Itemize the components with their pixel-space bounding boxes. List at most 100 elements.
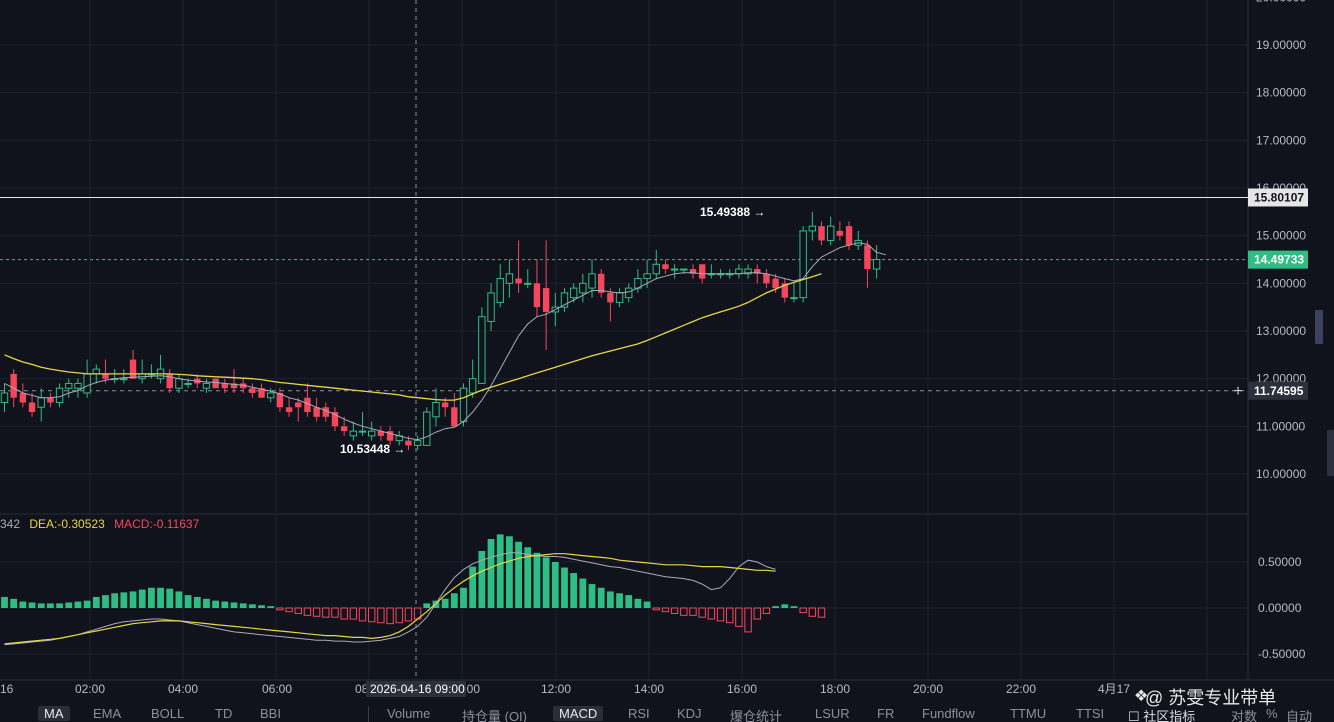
candle-body bbox=[175, 378, 183, 389]
macd-histogram-bar bbox=[716, 607, 725, 622]
level-price-tag-bg bbox=[1248, 188, 1308, 207]
watermark: @ 苏雯专业带单 bbox=[1135, 688, 1277, 708]
macd-histogram-bar bbox=[781, 604, 789, 608]
macd-dif-line bbox=[4, 552, 776, 646]
macd-histogram-bar bbox=[157, 587, 164, 608]
macd-histogram-bar bbox=[19, 601, 27, 608]
macd-axis-tick: -0.50000 bbox=[1258, 647, 1306, 661]
auto-scale-toggle[interactable]: 自动 bbox=[1286, 709, 1313, 722]
percent-scale-toggle[interactable]: % bbox=[1266, 706, 1278, 721]
candle-body bbox=[662, 264, 669, 270]
tab-rsi[interactable]: RSI bbox=[628, 706, 650, 721]
candle-body bbox=[47, 397, 54, 403]
macd-histogram-bar bbox=[129, 591, 137, 608]
candle-body bbox=[313, 407, 320, 417]
tab-td[interactable]: TD bbox=[215, 706, 233, 721]
macd-histogram-bar bbox=[56, 603, 63, 608]
candle-body bbox=[652, 263, 660, 275]
candle-body bbox=[28, 402, 36, 413]
candle-body bbox=[505, 273, 514, 284]
macd-histogram-bar bbox=[496, 534, 504, 608]
tab-kdj[interactable]: KDJ bbox=[677, 706, 702, 721]
macd-histogram-bar bbox=[588, 584, 596, 608]
price-axis-tick: 20.00000 bbox=[1256, 0, 1306, 4]
tab-fundflow[interactable]: Fundflow bbox=[922, 706, 975, 721]
candle-body bbox=[845, 226, 853, 246]
candle-body bbox=[368, 430, 376, 437]
price-axis-tick: 19.00000 bbox=[1256, 38, 1306, 52]
tab-ttmu[interactable]: TTMU bbox=[1010, 706, 1047, 721]
crosshair-price-tag: 11.74595 bbox=[1254, 384, 1304, 398]
macd-histogram-bar bbox=[689, 607, 697, 616]
macd-histogram-bar bbox=[166, 588, 174, 608]
scroll-handle[interactable] bbox=[1327, 430, 1334, 476]
tab-liquidation[interactable]: 爆仓统计 bbox=[730, 709, 783, 722]
candle-body bbox=[670, 268, 679, 271]
macd-histogram-bar bbox=[506, 536, 513, 608]
macd-histogram-bar bbox=[515, 541, 522, 608]
candle-body bbox=[120, 378, 128, 381]
candle-body bbox=[763, 273, 770, 284]
price-axis-tick: 18.00000 bbox=[1256, 86, 1306, 100]
macd-histogram-bar bbox=[597, 587, 605, 608]
macd-histogram-bar bbox=[322, 607, 330, 618]
candle-body bbox=[74, 382, 82, 389]
candle-body bbox=[487, 292, 495, 322]
plus-icon[interactable]: + bbox=[1233, 383, 1243, 400]
candle-body bbox=[304, 397, 311, 413]
candle-body bbox=[102, 373, 109, 379]
ma-fast-line bbox=[4, 242, 886, 441]
tab-macd[interactable]: MACD bbox=[553, 706, 604, 721]
tab-ma[interactable]: MA bbox=[38, 706, 70, 721]
macd-histogram-bar bbox=[606, 591, 614, 608]
macd-histogram-bar bbox=[184, 595, 192, 608]
panel-collapse-handle[interactable] bbox=[1315, 310, 1323, 344]
candle-body bbox=[588, 273, 596, 289]
tab-ema[interactable]: EMA bbox=[93, 706, 122, 721]
macd-dea-value: DEA:-0.30523 bbox=[29, 517, 105, 531]
tab-volume[interactable]: Volume bbox=[387, 706, 431, 721]
macd-histogram-bar bbox=[487, 539, 495, 608]
macd-dif-value: 342 bbox=[0, 517, 21, 531]
macd-histogram-bar bbox=[111, 593, 119, 608]
indicator-tab-bar: MA EMA BOLL TD BBI Volume 持仓量 (OI) MACD … bbox=[0, 704, 1334, 722]
watermark-text: 苏雯专业带单 bbox=[1168, 688, 1277, 708]
macd-histogram-bar bbox=[680, 607, 688, 616]
macd-histogram-bar bbox=[652, 607, 660, 611]
low-price-marker: 10.53448 → bbox=[340, 442, 405, 456]
macd-histogram-bar bbox=[221, 601, 229, 608]
macd-histogram-bar bbox=[65, 602, 73, 608]
macd-histogram-bar bbox=[790, 606, 798, 608]
macd-histogram-bar bbox=[258, 605, 265, 608]
candle-body bbox=[598, 273, 605, 293]
candle-body bbox=[808, 225, 817, 232]
candle-body bbox=[836, 230, 844, 236]
community-indicators-button[interactable]: ☐ 社区指标 bbox=[1128, 709, 1196, 722]
crosshair-price-tag-bg bbox=[1248, 381, 1308, 400]
candle-body bbox=[423, 411, 431, 446]
time-axis-tick: 16 bbox=[0, 682, 14, 696]
candle-body bbox=[230, 383, 238, 389]
macd-histogram-bar bbox=[276, 607, 284, 611]
candle-body bbox=[331, 412, 339, 427]
tab-ttsi[interactable]: TTSI bbox=[1076, 706, 1105, 721]
macd-dea-line bbox=[4, 553, 776, 645]
candle-body bbox=[221, 383, 229, 389]
candle-body bbox=[10, 373, 17, 398]
log-scale-toggle[interactable]: 对数 bbox=[1231, 709, 1258, 722]
candle-body bbox=[754, 269, 761, 274]
tab-open-interest[interactable]: 持仓量 (OI) bbox=[462, 709, 527, 722]
tab-lsur[interactable]: LSUR bbox=[815, 706, 850, 721]
time-axis-tick: 18:00 bbox=[820, 682, 850, 696]
tab-bbi[interactable]: BBI bbox=[260, 706, 281, 721]
candle-body bbox=[285, 407, 293, 413]
candle-body bbox=[569, 287, 578, 299]
tab-fr[interactable]: FR bbox=[877, 706, 895, 721]
macd-histogram-bar bbox=[799, 607, 807, 614]
candle-body bbox=[212, 378, 219, 389]
candle-body bbox=[515, 278, 522, 284]
tab-boll[interactable]: BOLL bbox=[151, 706, 185, 721]
time-axis-tick: 12:00 bbox=[541, 682, 571, 696]
